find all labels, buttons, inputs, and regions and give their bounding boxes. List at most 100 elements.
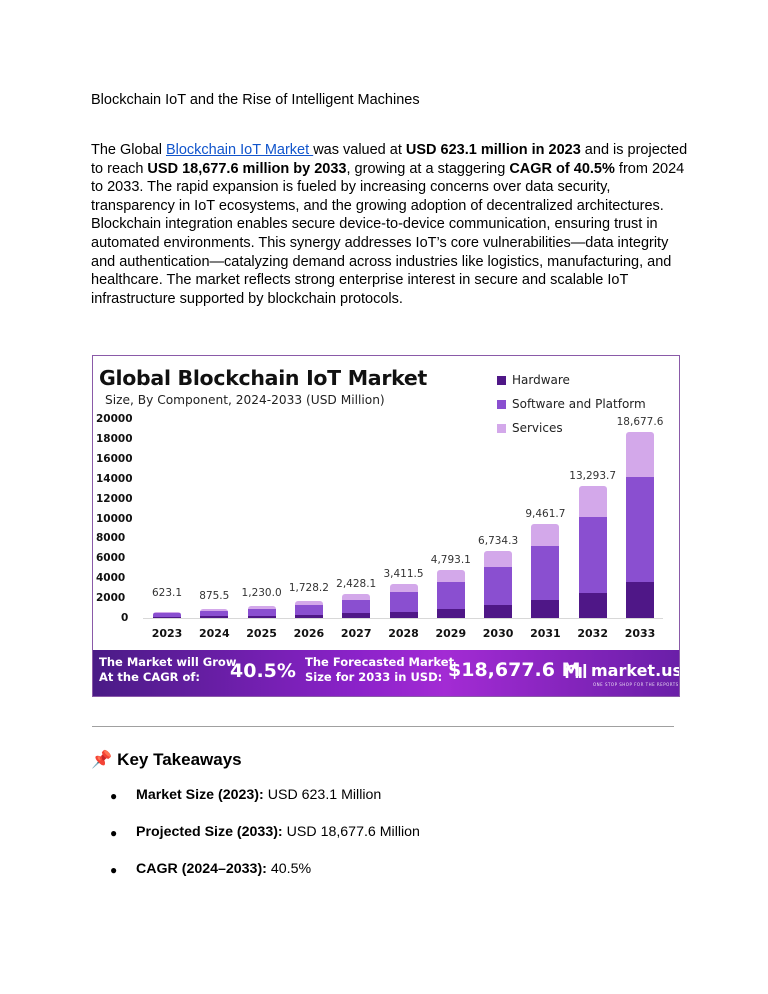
bar-segment-software-and-platform [200,611,229,617]
takeaway-value: 40.5% [270,861,312,877]
bar-segment-services [342,593,371,600]
bar-2023 [153,611,181,618]
bar-segment-software-and-platform [626,477,654,583]
bar-value-label: 13,293.7 [569,469,617,482]
x-axis-tick: 2032 [577,627,608,640]
bar-segment-hardware [484,605,513,618]
chart-subtitle: Size, By Component, 2024-2033 (USD Milli… [105,393,385,407]
intro-paragraph: The Global Blockchain IoT Market was val… [91,141,691,308]
bar-segment-software-and-platform [153,613,181,617]
pushpin-icon: 📌 [91,750,113,769]
bar-segment-hardware [436,608,465,618]
banner-text: Size for 2033 in USD: [305,670,443,684]
bar-segment-services [153,611,181,614]
y-axis-tick: 4000 [96,572,126,585]
bar-segment-services [531,523,560,547]
bar-2033 [626,432,654,618]
banner-text: At the CAGR of: [99,670,201,684]
bar-segment-services [294,600,323,605]
chart-legend: Hardware Software and Platform Services [497,368,646,440]
x-axis-tick: 2030 [482,627,514,640]
bar-segment-software-and-platform [531,546,560,601]
legend-item-services: Services [497,416,646,440]
bar-value-label: 3,411.5 [383,568,424,581]
chart-title: Global Blockchain IoT Market [99,366,428,390]
y-axis-tick: 0 [121,612,129,624]
y-axis-tick: 18000 [96,432,133,445]
bar-segment-software-and-platform [484,567,513,606]
chart-banner: The Market will Grow At the CAGR of: 40.… [93,650,679,696]
list-item: ● Market Size (2023): USD 623.1 Million [110,787,420,824]
x-axis-tick: 2029 [435,627,467,640]
banner-cagr-value: 40.5% [230,660,296,682]
bar-value-label: 1,728.2 [288,581,329,594]
intro-text: and is projected to reach [91,142,688,177]
section-divider [92,726,674,727]
x-axis-tick: 2033 [624,627,656,640]
blockchain-iot-market-link[interactable]: Blockchain IoT Market [165,142,314,158]
bar-2028 [389,584,418,618]
bar-segment-software-and-platform [436,581,465,609]
bar-2027 [342,593,371,618]
y-axis-tick: 8000 [96,532,126,545]
key-takeaways-heading: 📌 Key Takeaways [91,750,242,770]
bar-value-label: 4,793.1 [430,554,471,567]
y-axis-tick: 2000 [96,592,126,605]
legend-label: Hardware [512,373,570,387]
takeaway-label: CAGR (2024–2033): [136,861,267,877]
key-takeaways-title: Key Takeaways [117,750,242,769]
bar-segment-services [484,550,513,568]
bar-segment-hardware [153,616,181,618]
intro-text: , growing at a staggering [346,160,510,177]
bar-value-label: 9,461.7 [525,507,566,520]
x-axis-tick: 2028 [388,627,419,640]
x-axis-tick: 2023 [151,627,183,640]
y-axis-tick: 12000 [96,492,133,505]
bar-2026 [294,600,323,618]
banner-forecast-label: The Forecasted Market Size for 2033 in U… [305,655,454,685]
bar-segment-services [626,432,654,478]
market-chart-image: Global Blockchain IoT Market Size, By Co… [92,355,680,697]
banner-forecast-value: $18,677.6 M [448,659,581,681]
bullet-icon: ● [110,863,118,877]
bar-segment-services [389,584,418,593]
x-axis-tick: 2025 [246,627,277,640]
legend-item-hardware: Hardware [497,368,646,392]
intro-text: The Global [91,142,166,158]
bar-2024 [200,609,229,618]
legend-label: Software and Platform [512,397,646,411]
y-axis-tick: 10000 [96,512,133,525]
list-item: ● Projected Size (2033): USD 18,677.6 Mi… [110,824,420,861]
legend-label: Services [512,421,563,435]
bar-2030 [484,550,513,618]
brand-tagline: ONE STOP SHOP FOR THE REPORTS [593,682,679,687]
y-axis-tick: 16000 [96,452,133,465]
bar-segment-software-and-platform [294,604,323,615]
intro-text: was valued at [313,142,406,158]
bar-2032 [578,485,607,618]
bar-2025 [247,605,276,618]
market-us-logo-icon [565,663,587,678]
takeaway-value: USD 18,677.6 Million [286,824,420,840]
bar-segment-software-and-platform [342,599,371,614]
bar-value-label: 1,230.0 [241,586,282,599]
bar-2031 [531,523,560,618]
x-axis-tick: 2031 [530,627,561,640]
y-axis-tick: 6000 [96,552,126,565]
legend-swatch-hardware [497,375,506,385]
banner-text: The Forecasted Market [305,655,455,669]
bar-segment-software-and-platform [389,592,418,612]
takeaway-label: Projected Size (2033): [136,824,283,840]
x-axis-tick: 2027 [340,627,372,640]
key-takeaways-list: ● Market Size (2023): USD 623.1 Million … [110,787,420,898]
bar-segment-services [247,605,276,609]
brand-name: market.us [591,661,680,680]
bar-segment-hardware [531,600,560,618]
bullet-icon: ● [110,789,118,803]
bar-segment-hardware [342,613,371,618]
bar-value-label: 2,428.1 [336,577,377,590]
legend-swatch-services [497,423,506,433]
bar-segment-services [436,570,465,582]
bar-segment-hardware [200,616,229,618]
bar-value-label: 18,677.6 [616,416,664,429]
